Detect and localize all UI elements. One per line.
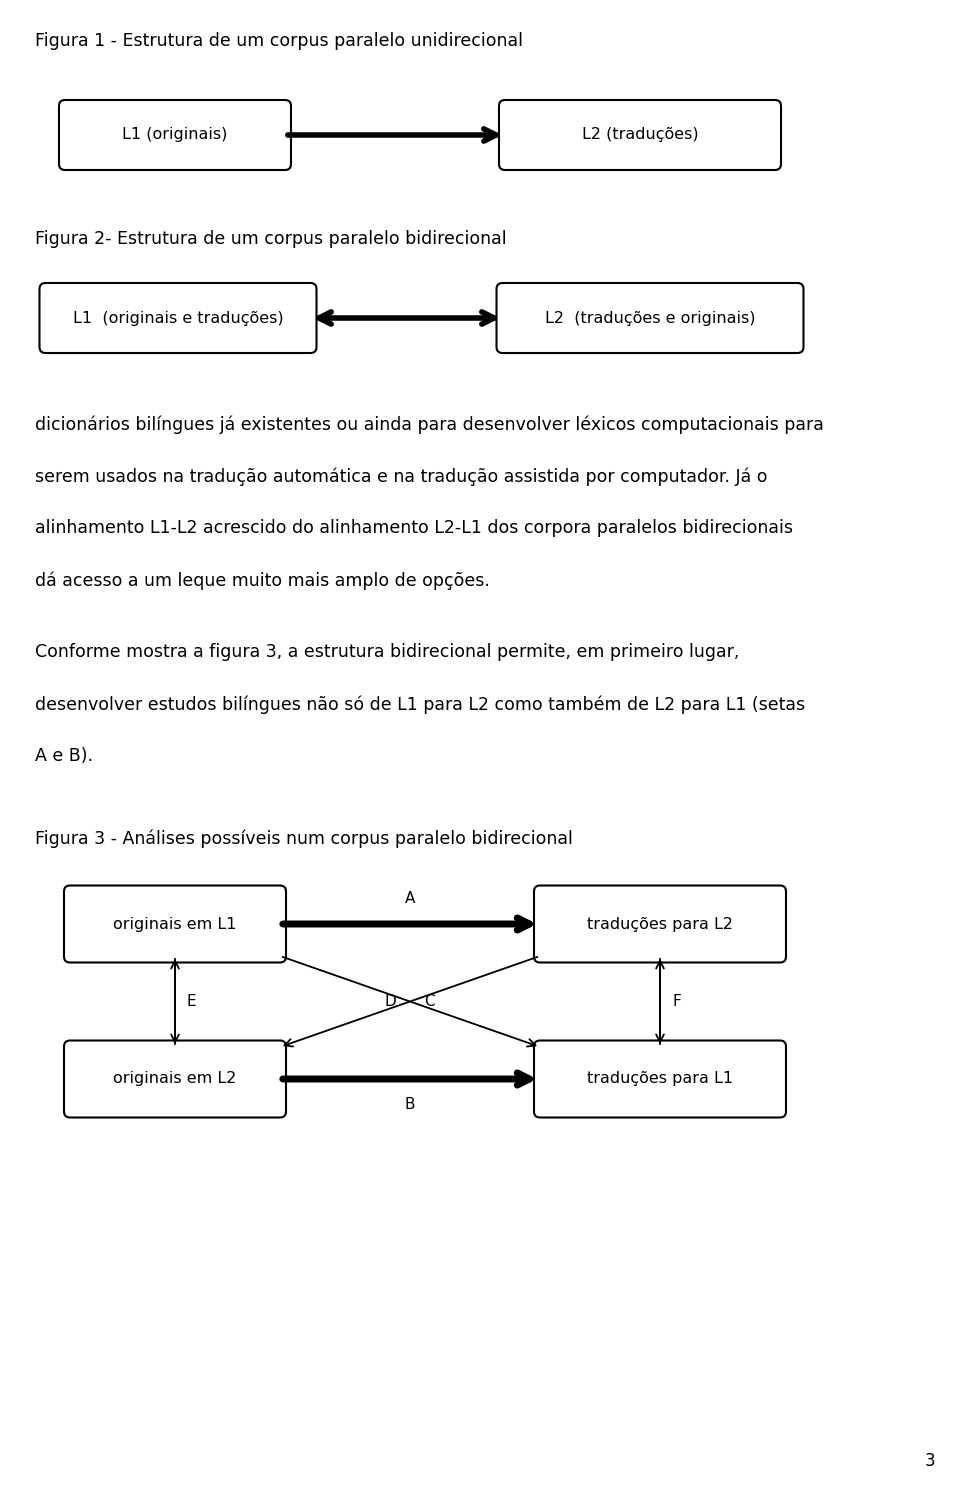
Text: traduções para L1: traduções para L1 [587,1072,733,1087]
Text: L1 (originais): L1 (originais) [122,128,228,143]
FancyBboxPatch shape [534,885,786,963]
FancyBboxPatch shape [39,283,317,354]
Text: F: F [672,993,681,1008]
Text: L2 (traduções): L2 (traduções) [582,128,698,143]
Text: alinhamento L1-L2 acrescido do alinhamento L2-L1 dos corpora paralelos bidirecio: alinhamento L1-L2 acrescido do alinhamen… [35,519,793,537]
Text: E: E [187,993,197,1008]
Text: Figura 1 - Estrutura de um corpus paralelo unidirecional: Figura 1 - Estrutura de um corpus parale… [35,32,523,50]
Text: A e B).: A e B). [35,746,93,765]
Text: originais em L2: originais em L2 [113,1072,237,1087]
Text: serem usados na tradução automática e na tradução assistida por computador. Já o: serem usados na tradução automática e na… [35,467,767,486]
Text: L2  (traduções e originais): L2 (traduções e originais) [544,310,756,325]
Text: traduções para L2: traduções para L2 [587,917,733,932]
FancyBboxPatch shape [64,1040,286,1118]
Text: A: A [405,891,415,906]
Text: Conforme mostra a figura 3, a estrutura bidirecional permite, em primeiro lugar,: Conforme mostra a figura 3, a estrutura … [35,643,739,661]
Text: C: C [424,993,435,1008]
Text: dicionários bilíngues já existentes ou ainda para desenvolver léxicos computacio: dicionários bilíngues já existentes ou a… [35,415,824,433]
FancyBboxPatch shape [534,1040,786,1118]
Text: D: D [384,993,396,1008]
Text: 3: 3 [924,1452,935,1470]
Text: L1  (originais e traduções): L1 (originais e traduções) [73,310,283,325]
FancyBboxPatch shape [64,885,286,963]
Text: Figura 2- Estrutura de um corpus paralelo bidirecional: Figura 2- Estrutura de um corpus paralel… [35,230,507,248]
Text: desenvolver estudos bilíngues não só de L1 para L2 como também de L2 para L1 (se: desenvolver estudos bilíngues não só de … [35,695,805,713]
Text: dá acesso a um leque muito mais amplo de opções.: dá acesso a um leque muito mais amplo de… [35,570,490,590]
FancyBboxPatch shape [59,99,291,170]
Text: B: B [405,1097,416,1112]
Text: originais em L1: originais em L1 [113,917,237,932]
FancyBboxPatch shape [496,283,804,354]
Text: Figura 3 - Análises possíveis num corpus paralelo bidirecional: Figura 3 - Análises possíveis num corpus… [35,829,573,847]
FancyBboxPatch shape [499,99,781,170]
